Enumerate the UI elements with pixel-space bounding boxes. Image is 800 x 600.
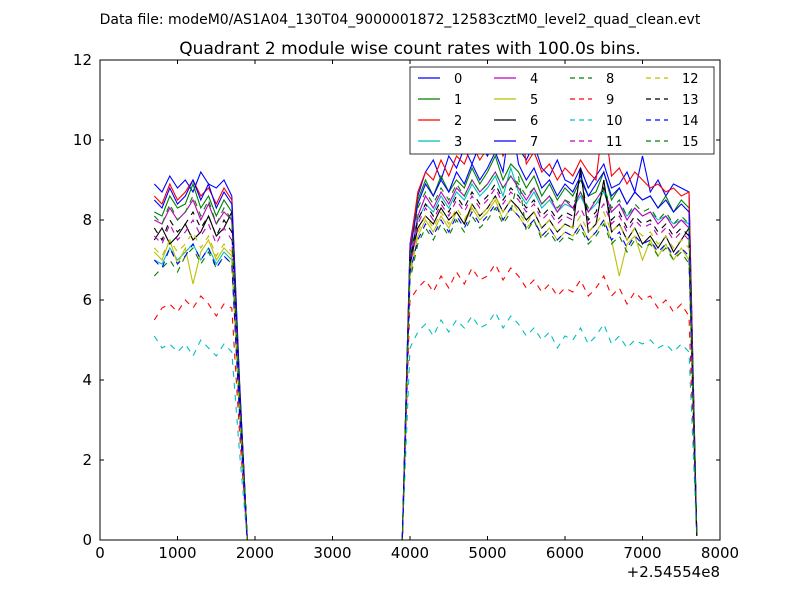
series-line-1	[154, 154, 698, 540]
legend-label-2: 2	[454, 114, 462, 129]
x-tick-label: 4000	[391, 544, 429, 562]
series-line-9	[153, 262, 698, 540]
legend-label-15: 15	[682, 135, 699, 150]
x-tick-label: 5000	[468, 544, 506, 562]
legend-frame	[409, 66, 715, 155]
y-tick-label: 10	[73, 131, 92, 149]
legend-label-7: 7	[530, 135, 538, 150]
y-tick-label: 4	[82, 371, 92, 389]
legend-label-14: 14	[682, 114, 699, 129]
legend-label-3: 3	[454, 135, 462, 150]
series-line-3	[154, 166, 698, 540]
legend-label-1: 1	[454, 93, 462, 108]
series-line-14	[153, 202, 698, 540]
legend-label-9: 9	[606, 93, 614, 108]
legend-label-4: 4	[530, 72, 538, 87]
x-tick-label: 7000	[623, 544, 661, 562]
x-tick-label: 3000	[313, 544, 351, 562]
legend-label-6: 6	[530, 114, 538, 129]
x-tick-label: 0	[95, 544, 105, 562]
y-tick-label: 12	[73, 51, 92, 69]
series-line-12	[153, 194, 698, 540]
y-tick-label: 2	[82, 451, 92, 469]
series-line-10	[153, 310, 698, 540]
y-tick-label: 0	[82, 531, 92, 549]
x-tick-label: 6000	[546, 544, 584, 562]
legend-label-10: 10	[606, 114, 623, 129]
legend-label-8: 8	[606, 72, 614, 87]
legend-label-13: 13	[682, 93, 699, 108]
figure-suptitle: Data file: modeM0/AS1A04_130T04_90000018…	[100, 12, 701, 28]
x-tick-label: 1000	[158, 544, 196, 562]
legend-label-11: 11	[606, 135, 623, 150]
x-offset-label: +2.54554e8	[627, 563, 720, 581]
series-line-8	[153, 175, 698, 540]
series-line-7	[153, 115, 698, 540]
legend-label-12: 12	[682, 72, 699, 87]
y-tick-label: 6	[82, 291, 92, 309]
series-line-15	[153, 170, 698, 540]
x-tick-label: 8000	[701, 544, 739, 562]
series-line-11	[153, 186, 698, 540]
x-tick-label: 2000	[236, 544, 274, 562]
axis-ticks: 0 1000 2000 3000 4000 5000 6000 7000 80000246810…	[73, 51, 739, 562]
series-line-13	[153, 171, 698, 540]
y-tick-label: 8	[82, 211, 92, 229]
legend-label-0: 0	[454, 72, 462, 87]
series-layer	[153, 107, 698, 540]
chart-title: Quadrant 2 module wise count rates with …	[179, 39, 640, 59]
legend-label-5: 5	[530, 93, 538, 108]
